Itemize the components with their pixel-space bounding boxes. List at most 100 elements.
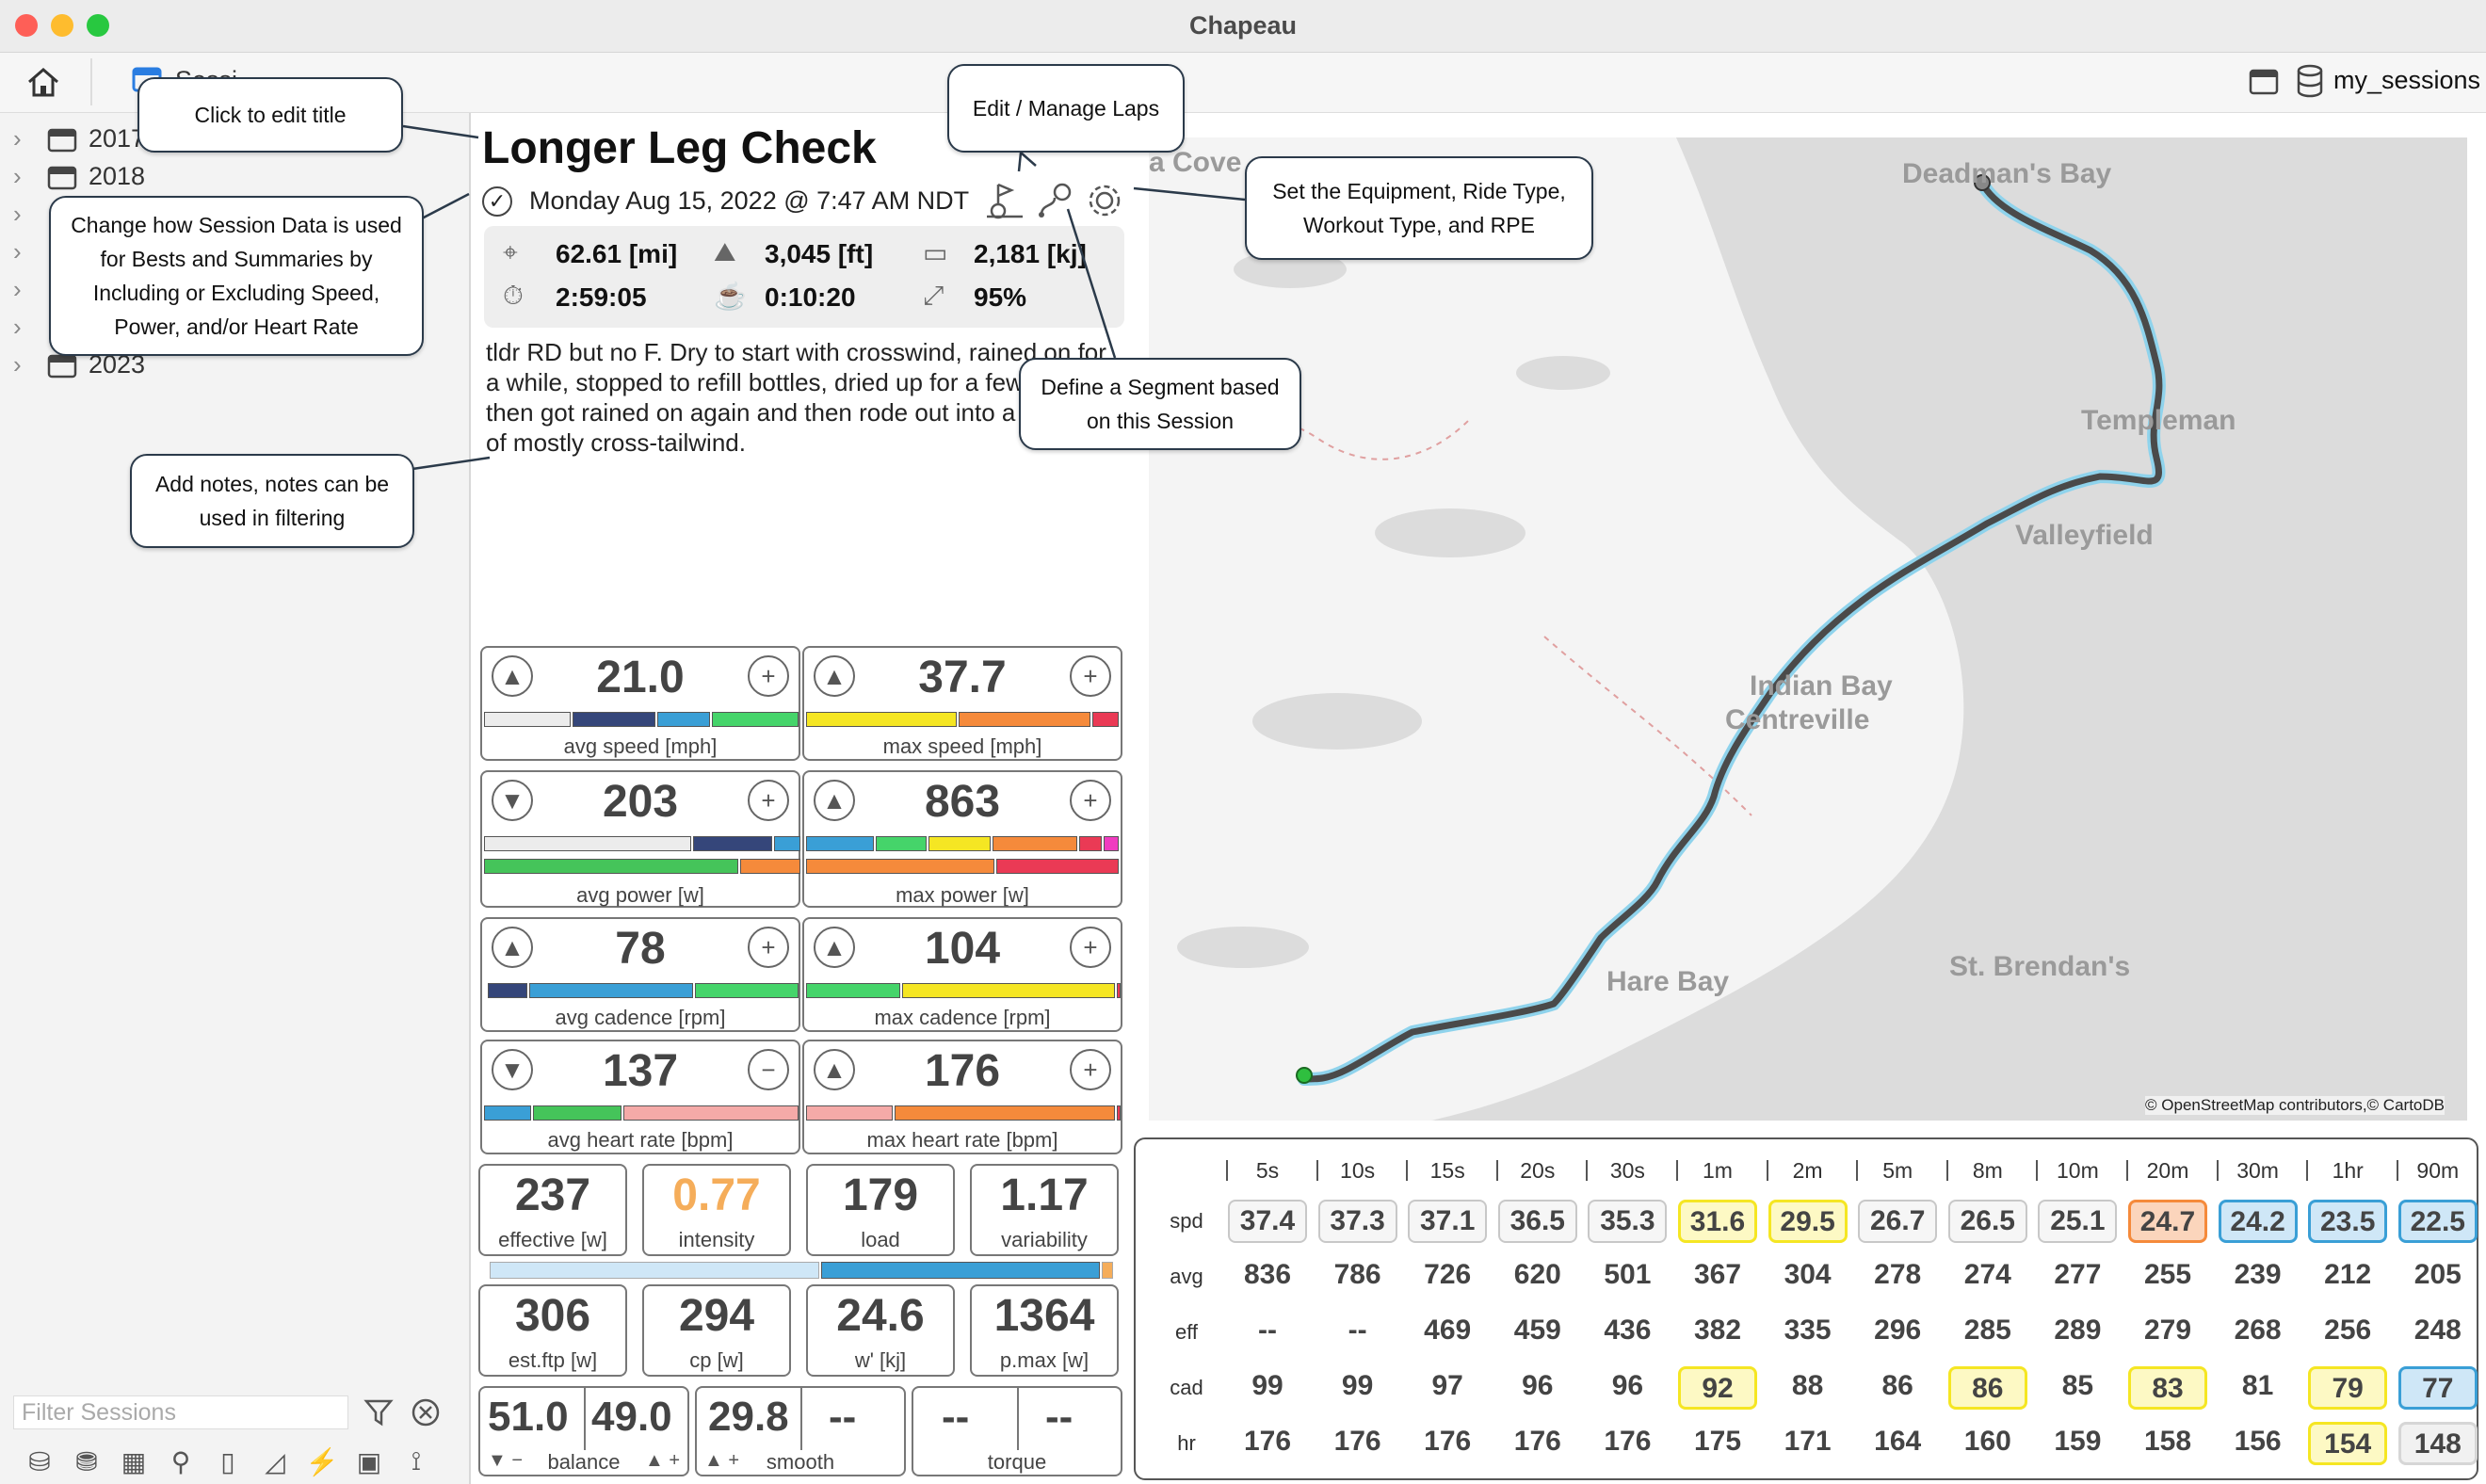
bests-cell[interactable]: 164 [1874,1426,1922,1457]
bests-cell[interactable]: 255 [2143,1259,2192,1290]
bests-cell[interactable]: 726 [1424,1259,1472,1290]
year-row-2019[interactable]: › [0,196,471,234]
filter-sessions-input[interactable]: Filter Sessions [13,1395,348,1429]
plus-icon[interactable]: + [1070,1049,1111,1090]
chart-icon[interactable]: ◿ [265,1446,285,1476]
triangle-down-icon[interactable]: ▼ [492,780,533,821]
bests-cell[interactable]: 285 [1963,1315,2011,1346]
gear-icon[interactable] [1087,183,1122,218]
chevron-right-icon[interactable]: › [13,237,22,266]
chevron-right-icon[interactable]: › [13,275,22,303]
bests-cell[interactable]: 160 [1963,1426,2011,1457]
year-row-2018[interactable]: › 2018 [0,158,471,196]
load-card[interactable]: 179 load [806,1164,955,1256]
close-window-button[interactable] [15,14,38,37]
session-title[interactable]: Longer Leg Check [482,123,877,173]
plus-icon[interactable]: + [748,655,789,697]
bests-cell[interactable]: 248 [2413,1315,2462,1346]
triangle-up-icon[interactable]: ▲ [814,655,855,697]
bests-cell[interactable]: 88 [1791,1370,1824,1401]
zoom-window-button[interactable] [87,14,109,37]
year-row-2017[interactable]: › 2017 [0,121,471,158]
torque-card[interactable]: -- -- torque [912,1386,1122,1476]
bests-cell[interactable]: 24.2 [2218,1200,2298,1243]
plus-icon[interactable]: + [748,927,789,968]
bests-cell[interactable]: 97 [1431,1370,1463,1401]
bests-cell[interactable]: 37.4 [1228,1200,1307,1243]
year-row-2022[interactable]: › [0,309,471,347]
bests-cell[interactable]: 23.5 [2308,1200,2388,1243]
p-max-card[interactable]: 1364 p.max [w] [970,1284,1119,1377]
triangle-up-icon[interactable]: ▲ + [704,1450,740,1471]
route-map[interactable]: a Cove Deadman's Bay Templeman Valleyfie… [1149,137,2467,1121]
check-icon[interactable]: ✓ [482,186,512,217]
bests-cell[interactable]: 367 [1693,1259,1742,1290]
smooth-card[interactable]: 29.8 -- ▲ + smooth [695,1386,906,1476]
bests-cell[interactable]: 205 [2413,1259,2462,1290]
bests-cell[interactable]: 176 [1424,1426,1472,1457]
triangle-down-icon[interactable]: ▼ − [488,1450,524,1471]
minus-icon[interactable]: − [748,1049,789,1090]
chevron-right-icon[interactable]: › [13,124,22,153]
bests-cell[interactable]: 96 [1611,1370,1644,1401]
bests-cell[interactable]: 501 [1604,1259,1652,1290]
bests-cell[interactable]: 22.5 [2397,1200,2478,1243]
add-database-icon[interactable]: ⛁ [28,1446,51,1476]
bests-cell[interactable]: 25.1 [2038,1200,2118,1243]
calendar-view-icon[interactable] [2249,66,2279,96]
bests-cell[interactable]: 176 [1513,1426,1561,1457]
chevron-right-icon[interactable]: › [13,313,22,341]
bests-cell[interactable]: 279 [2143,1315,2192,1346]
bests-cell[interactable]: 85 [2061,1370,2094,1401]
database-icon[interactable]: ⛃ [75,1446,98,1476]
minimize-window-button[interactable] [51,14,73,37]
plus-icon[interactable]: + [1070,655,1111,697]
bests-cell[interactable]: 37.3 [1317,1200,1397,1243]
bests-cell[interactable]: 175 [1693,1426,1742,1457]
segment-icon[interactable] [1036,181,1075,220]
bests-cell[interactable]: 158 [2143,1426,2192,1457]
bests-cell[interactable]: 176 [1333,1426,1381,1457]
bests-cell[interactable]: 26.7 [1858,1200,1938,1243]
calendar-add-icon[interactable]: ▦ [121,1446,147,1476]
bests-cell[interactable]: 37.1 [1408,1200,1488,1243]
session-notes[interactable]: tldr RD but no F. Dry to start with cros… [486,338,1106,457]
bests-cell[interactable]: 26.5 [1947,1200,2027,1243]
chevron-right-icon[interactable]: › [13,162,22,190]
bests-cell[interactable]: 620 [1513,1259,1561,1290]
plus-icon[interactable]: + [748,780,789,821]
bests-cell[interactable]: 171 [1784,1426,1832,1457]
bests-cell[interactable]: 304 [1784,1259,1832,1290]
battery-icon[interactable]: ▯ [220,1446,235,1476]
triangle-up-icon[interactable]: ▲ + [644,1450,680,1471]
plus-icon[interactable]: + [1070,780,1111,821]
bests-cell[interactable]: 786 [1333,1259,1381,1290]
triangle-up-icon[interactable]: ▲ [492,655,533,697]
plus-icon[interactable]: + [1070,927,1111,968]
bests-cell[interactable]: 289 [2054,1315,2102,1346]
database-icon[interactable] [2296,64,2324,98]
bests-cell[interactable]: 96 [1522,1370,1554,1401]
bests-cell[interactable]: 81 [2241,1370,2274,1401]
chevron-right-icon[interactable]: › [13,200,22,228]
bests-cell[interactable]: 77 [2397,1366,2478,1410]
bests-cell[interactable]: 436 [1604,1315,1652,1346]
bests-cell[interactable]: 99 [1251,1370,1283,1401]
bests-cell[interactable]: 92 [1678,1366,1757,1410]
badge-icon[interactable]: ▣ [356,1446,382,1476]
balance-card[interactable]: 51.0 49.0 ▼ − balance ▲ + [478,1386,689,1476]
year-row-2021[interactable]: › [0,271,471,309]
laps-flag-icon[interactable] [985,181,1025,220]
bests-cell[interactable]: 212 [2324,1259,2372,1290]
bests-cell[interactable]: 836 [1243,1259,1292,1290]
bests-cell[interactable]: 239 [2234,1259,2282,1290]
bests-cell[interactable]: 148 [2397,1422,2478,1465]
bests-cell[interactable]: 31.6 [1678,1200,1757,1243]
bests-cell[interactable]: 268 [2234,1315,2282,1346]
triangle-up-icon[interactable]: ▲ [814,780,855,821]
triangle-down-icon[interactable]: ▼ [492,1049,533,1090]
bests-cell[interactable]: 36.5 [1497,1200,1577,1243]
bests-cell[interactable]: 86 [1881,1370,1913,1401]
year-row-2020[interactable]: › [0,234,471,271]
triangle-up-icon[interactable]: ▲ [814,1049,855,1090]
